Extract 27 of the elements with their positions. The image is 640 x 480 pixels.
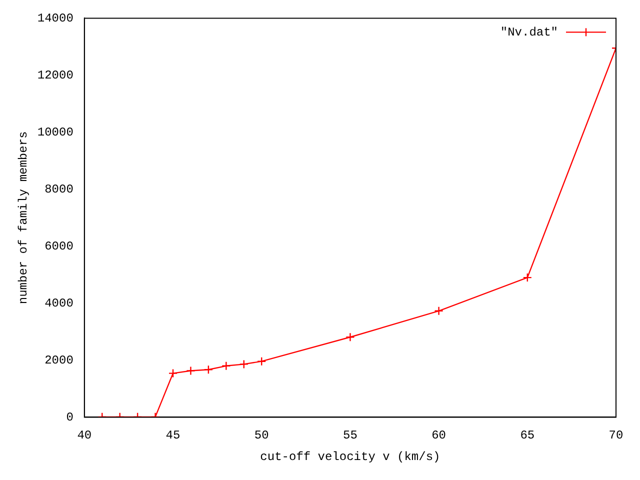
y-tick-label: 14000 bbox=[37, 11, 74, 26]
y-tick-label: 10000 bbox=[37, 125, 74, 140]
point bbox=[434, 306, 444, 316]
point bbox=[204, 365, 214, 374]
x-tick-label: 70 bbox=[608, 428, 624, 443]
x-tick-label: 40 bbox=[77, 428, 92, 443]
point bbox=[222, 361, 231, 370]
y-tick-label: 12000 bbox=[37, 68, 74, 82]
x-tick-label: 60 bbox=[432, 428, 446, 443]
y-axis-title: number of family members bbox=[16, 131, 30, 304]
x-axis-title: cut-off velocity v (km/s) bbox=[260, 450, 440, 464]
x-tick-label: 65 bbox=[520, 428, 535, 443]
point bbox=[257, 356, 266, 366]
x-tick-label: 50 bbox=[254, 428, 269, 443]
point bbox=[168, 368, 178, 378]
point bbox=[522, 272, 532, 282]
x-tick-label: 55 bbox=[343, 428, 358, 443]
legend-label: "Nv.dat" bbox=[500, 25, 558, 40]
y-tick-label: 8000 bbox=[44, 182, 74, 196]
y-tick-label: 4000 bbox=[44, 296, 74, 310]
y-tick-label: 0 bbox=[66, 410, 74, 424]
point bbox=[239, 360, 248, 369]
point bbox=[186, 366, 196, 376]
x-tick-label: 45 bbox=[166, 428, 180, 443]
y-tick-label: 2000 bbox=[44, 353, 74, 368]
y-tick-label: 6000 bbox=[44, 239, 74, 254]
point bbox=[346, 332, 355, 342]
